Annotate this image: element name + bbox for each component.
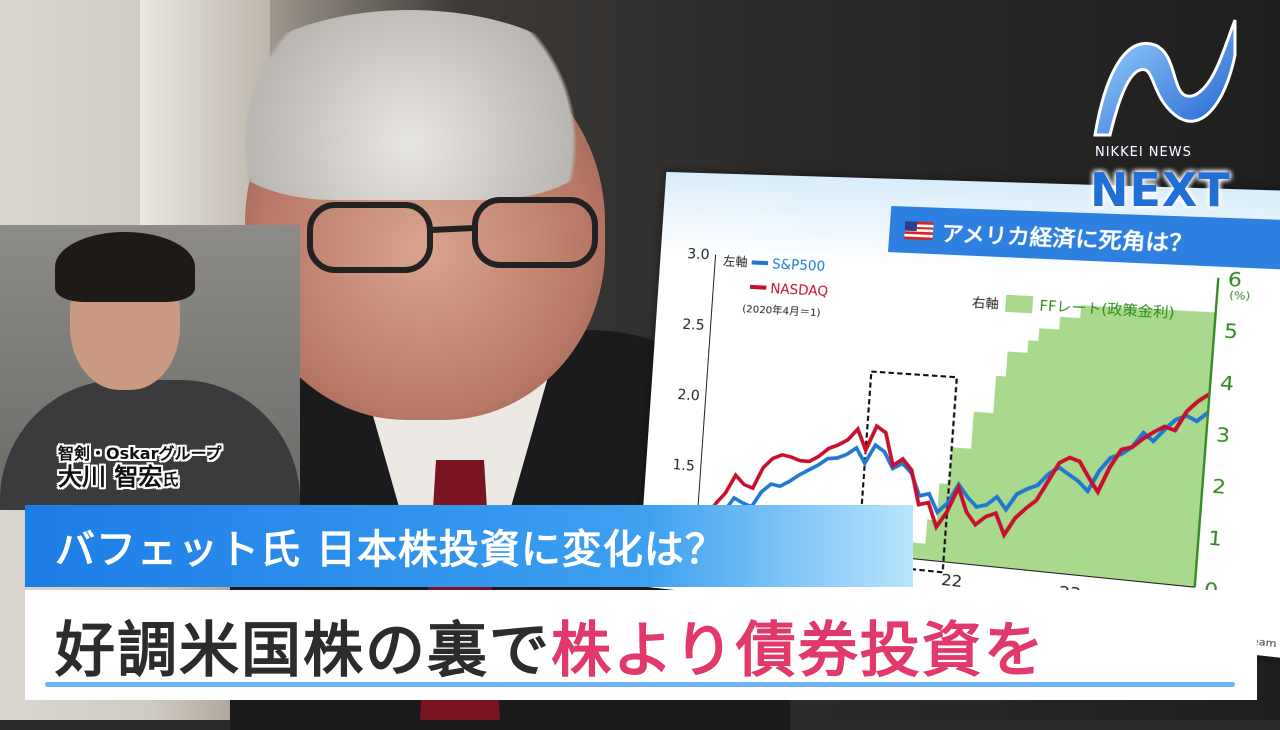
legend-label-sp500: S&P500	[772, 257, 826, 275]
right-tick-label: 4	[1219, 372, 1235, 396]
x-tick-label: 22	[941, 570, 963, 591]
right-tick-label: 3	[1215, 423, 1231, 447]
logo-n-icon	[1085, 15, 1245, 145]
headline-emphasis: 株より債券投資を	[551, 602, 1046, 689]
legend-label-ffrate: FFレート(政策金利)	[1039, 297, 1175, 322]
left-tick-label: 2.0	[677, 387, 700, 405]
us-flag-icon	[904, 221, 934, 240]
logo-title: NEXT	[1090, 163, 1231, 217]
right-tick-label: 5	[1223, 320, 1239, 344]
guest-name: 大川 智宏	[58, 463, 162, 491]
guest-honorific: 氏	[162, 470, 178, 489]
left-axis-note: (2020年4月＝1)	[742, 302, 821, 320]
headline-underline	[45, 682, 1235, 687]
nikkei-news-next-logo: NIKKEI NEWS NEXT	[1085, 15, 1245, 215]
right-tick-label: 1	[1207, 527, 1223, 552]
guest-hair	[55, 232, 195, 302]
legend-swatch-ffrate	[1005, 295, 1033, 314]
speaker-hair	[220, 10, 600, 200]
glasses-icon	[290, 190, 610, 280]
guest-caption: 智剣・Oskarグループ 大川 智宏氏	[58, 440, 222, 490]
headline-top: バフェット氏 日本株投資に変化は？	[25, 505, 913, 587]
left-tick-label: 1.5	[672, 457, 695, 475]
left-axis-label: 左軸	[723, 254, 748, 269]
logo-subtitle: NIKKEI NEWS	[1095, 145, 1192, 160]
headline-plain: 好調米国株の裏で	[55, 602, 551, 689]
right-tick-label: 2	[1211, 475, 1227, 500]
right-axis-unit: (%)	[1229, 290, 1251, 303]
legend-label-nasdaq: NASDAQ	[770, 282, 829, 301]
left-tick-label: 2.5	[682, 317, 705, 335]
right-axis-label: 右軸	[971, 295, 999, 311]
left-tick-label: 3.0	[687, 246, 710, 263]
guest-organization: 智剣・Oskarグループ	[58, 440, 222, 464]
right-tick-label: 6	[1227, 268, 1243, 292]
legend-swatch-nasdaq	[750, 287, 766, 288]
legend-swatch-sp500	[752, 262, 768, 263]
